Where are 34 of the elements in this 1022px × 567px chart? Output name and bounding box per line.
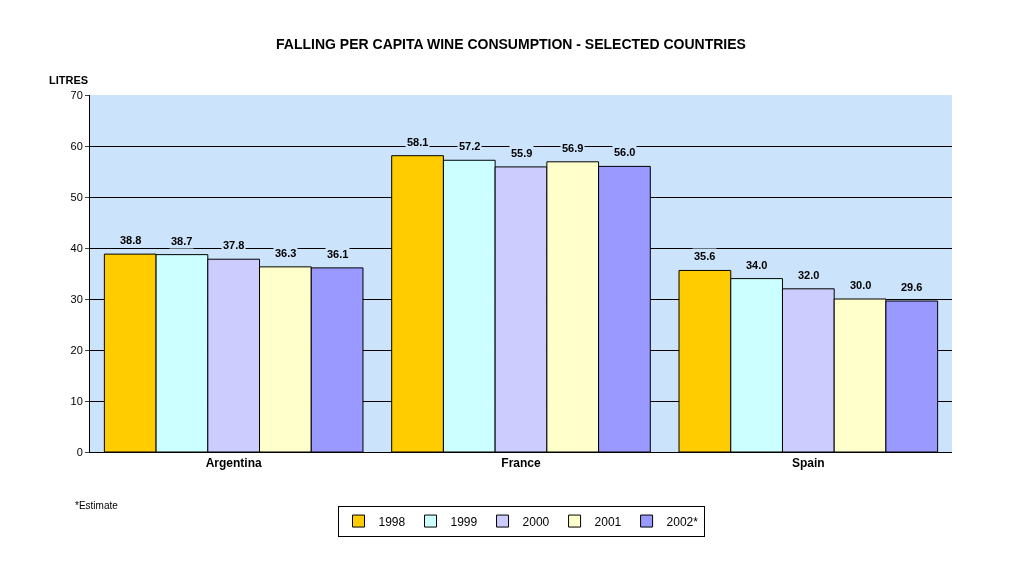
data-label: 36.1	[327, 248, 349, 260]
y-tick-label: 30	[70, 292, 83, 305]
y-tick-label: 60	[70, 139, 83, 152]
y-tick-label: 70	[70, 88, 83, 101]
legend-label: 2000	[522, 514, 550, 529]
data-label: 37.8	[223, 239, 245, 251]
data-label: 34.0	[746, 259, 768, 271]
y-tick-label: 10	[70, 394, 83, 407]
data-label: 56.0	[614, 146, 636, 158]
legend-label: 2002*	[666, 514, 699, 529]
legend-label: 1998	[378, 514, 406, 529]
text: *Estimate	[75, 500, 119, 511]
data-label: 58.1	[407, 136, 429, 148]
data-label: 29.6	[901, 281, 923, 293]
data-label: 32.0	[798, 269, 820, 281]
x-tick-label: Argentina	[205, 456, 262, 471]
y-tick-label: 50	[70, 190, 83, 203]
x-tick-label: Spain	[791, 456, 825, 471]
legend-label: 2001	[594, 514, 622, 529]
data-label: 55.9	[511, 147, 533, 159]
x-tick-label: France	[501, 456, 541, 471]
data-label: 56.9	[562, 142, 584, 154]
data-label: 35.6	[694, 250, 716, 262]
y-axis-title: LITRES	[49, 74, 89, 86]
data-label: 38.7	[171, 235, 193, 247]
data-label: 36.3	[275, 247, 297, 259]
data-label: 30.0	[850, 279, 872, 291]
chart-title: FALLING PER CAPITA WINE CONSUMPTION - SELECTED COUNTRIES	[276, 36, 746, 53]
data-label: 57.2	[459, 140, 481, 152]
y-tick-label: 40	[70, 241, 83, 254]
data-label: 38.8	[120, 234, 142, 246]
y-tick-label: 0	[76, 445, 83, 458]
legend-label: 1999	[450, 514, 478, 529]
y-tick-label: 20	[70, 343, 83, 356]
